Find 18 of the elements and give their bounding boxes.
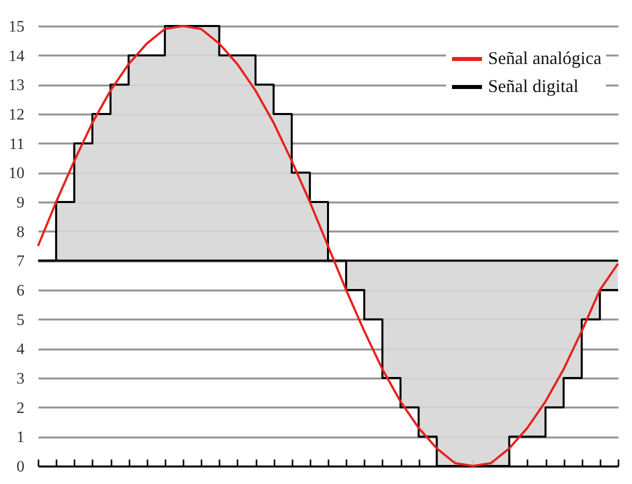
y-tick-label: 11 [9,136,24,153]
y-tick-label: 1 [16,429,24,446]
legend-label: Señal analógica [488,48,602,68]
y-tick-label: 13 [8,77,24,94]
y-tick-label: 15 [8,18,24,36]
y-tick-label: 3 [16,370,24,388]
y-tick-label: 0 [16,458,24,476]
legend-label: Señal digital [488,76,578,96]
y-tick-label: 10 [8,165,24,182]
y-tick-label: 14 [8,48,24,65]
y-tick-label: 6 [16,282,24,300]
y-tick-label: 9 [16,194,24,212]
y-tick-label: 7 [16,253,24,270]
y-tick-label: 2 [16,400,24,417]
y-tick-label: 5 [16,312,24,329]
y-tick-label: 12 [8,106,24,124]
y-tick-label: 8 [16,224,24,241]
y-tick-label: 4 [16,341,24,358]
